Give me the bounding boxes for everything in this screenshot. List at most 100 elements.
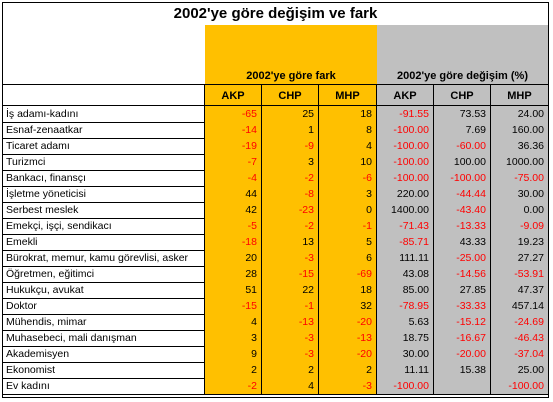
- row-label: Ekonomist: [3, 362, 205, 379]
- cell-degisim-chp: [434, 378, 491, 395]
- cell-degisim-akp: 85.00: [377, 282, 434, 299]
- cell-fark-chp: -3: [262, 346, 319, 363]
- cell-fark-akp: -2: [205, 378, 262, 395]
- cell-fark-chp: -2: [262, 218, 319, 235]
- col-header-fark-chp: CHP: [262, 84, 319, 106]
- cell-degisim-akp: -91.55: [377, 106, 434, 123]
- cell-degisim-mhp: 24.00: [491, 106, 548, 123]
- cell-fark-mhp: -20: [319, 314, 377, 331]
- row-label: İşletme yöneticisi: [3, 186, 205, 203]
- cell-fark-akp: 3: [205, 330, 262, 347]
- cell-fark-akp: 4: [205, 314, 262, 331]
- row-label: Emekçi, işçi, sendikacı: [3, 218, 205, 235]
- cell-degisim-chp: -60.00: [434, 138, 491, 155]
- cell-fark-akp: 9: [205, 346, 262, 363]
- cell-degisim-mhp: 30.00: [491, 186, 548, 203]
- cell-fark-akp: 51: [205, 282, 262, 299]
- cell-degisim-akp: -78.95: [377, 298, 434, 315]
- group-header-degisim: 2002'ye göre değişim (%): [396, 70, 528, 82]
- cell-degisim-mhp: 47.37: [491, 282, 548, 299]
- cell-degisim-akp: -85.71: [377, 234, 434, 251]
- table-row: Bürokrat, memur, kamu görevlisi, asker 20…: [3, 250, 548, 267]
- table-row: Doktor -15 -1 32 -78.95 -33.33 457.14: [3, 298, 548, 315]
- cell-degisim-akp: -100.00: [377, 138, 434, 155]
- cell-fark-chp: -2: [262, 170, 319, 187]
- cell-degisim-akp: 18.75: [377, 330, 434, 347]
- row-label: Hukukçu, avukat: [3, 282, 205, 299]
- cell-degisim-mhp: -75.00: [491, 170, 548, 187]
- header-blank-cell: [3, 25, 206, 106]
- cell-degisim-akp: -71.43: [377, 218, 434, 235]
- cell-fark-chp: -13: [262, 314, 319, 331]
- cell-fark-mhp: 18: [319, 106, 377, 123]
- cell-fark-akp: 28: [205, 266, 262, 283]
- cell-degisim-akp: -100.00: [377, 170, 434, 187]
- cell-degisim-chp: -43.40: [434, 202, 491, 219]
- cell-degisim-chp: -20.00: [434, 346, 491, 363]
- cell-fark-mhp: -20: [319, 346, 377, 363]
- cell-fark-chp: 1: [262, 122, 319, 139]
- cell-degisim-chp: -25.00: [434, 250, 491, 267]
- cell-degisim-mhp: 27.27: [491, 250, 548, 267]
- table-row: Ev kadını -2 4 -3 -100.00 -100.00: [3, 378, 548, 395]
- table-row: Akademisyen 9 -3 -20 30.00 -20.00 -37.04: [3, 346, 548, 363]
- row-label: Bankacı, finansçı: [3, 170, 205, 187]
- spreadsheet-table: 2002'ye göre değişim ve fark 2002'ye gör…: [2, 2, 549, 398]
- cell-fark-mhp: -6: [319, 170, 377, 187]
- cell-fark-akp: 20: [205, 250, 262, 267]
- cell-degisim-mhp: -100.00: [491, 378, 548, 395]
- cell-fark-akp: 2: [205, 362, 262, 379]
- cell-degisim-chp: 7.69: [434, 122, 491, 139]
- cell-fark-chp: 2: [262, 362, 319, 379]
- cell-degisim-akp: 11.11: [377, 362, 434, 379]
- cell-fark-chp: 13: [262, 234, 319, 251]
- cell-fark-akp: 44: [205, 186, 262, 203]
- cell-degisim-mhp: -46.43: [491, 330, 548, 347]
- cell-fark-mhp: 32: [319, 298, 377, 315]
- cell-fark-chp: -3: [262, 330, 319, 347]
- cell-degisim-mhp: 1000.00: [491, 154, 548, 171]
- cell-degisim-chp: 73.53: [434, 106, 491, 123]
- cell-fark-mhp: -1: [319, 218, 377, 235]
- row-label: Ticaret adamı: [3, 138, 205, 155]
- cell-fark-mhp: 8: [319, 122, 377, 139]
- cell-degisim-akp: -100.00: [377, 378, 434, 395]
- cell-fark-chp: 22: [262, 282, 319, 299]
- row-label: Doktor: [3, 298, 205, 315]
- cell-fark-mhp: 0: [319, 202, 377, 219]
- table-row: Emekçi, işçi, sendikacı -5 -2 -1 -71.43 -13.3…: [3, 218, 548, 235]
- cell-fark-mhp: -3: [319, 378, 377, 395]
- table-row: Hukukçu, avukat 51 22 18 85.00 27.85 47.37: [3, 282, 548, 299]
- cell-fark-chp: -3: [262, 250, 319, 267]
- col-header-degisim-akp: AKP: [377, 84, 434, 106]
- table-row: Bankacı, finansçı -4 -2 -6 -100.00 -100.00 -75…: [3, 170, 548, 187]
- cell-degisim-akp: 1400.00: [377, 202, 434, 219]
- label-column-header: [3, 84, 205, 106]
- cell-degisim-mhp: 0.00: [491, 202, 548, 219]
- cell-fark-akp: -5: [205, 218, 262, 235]
- cell-fark-mhp: 18: [319, 282, 377, 299]
- cell-degisim-mhp: 36.36: [491, 138, 548, 155]
- cell-fark-chp: -23: [262, 202, 319, 219]
- cell-degisim-mhp: 25.00: [491, 362, 548, 379]
- group-header-fark: 2002'ye göre fark: [246, 70, 336, 82]
- col-header-degisim-mhp: MHP: [491, 84, 548, 106]
- cell-fark-akp: -14: [205, 122, 262, 139]
- cell-degisim-mhp: -9.09: [491, 218, 548, 235]
- cell-degisim-chp: 27.85: [434, 282, 491, 299]
- cell-degisim-mhp: 160.00: [491, 122, 548, 139]
- cell-fark-chp: 3: [262, 154, 319, 171]
- table-row: Ekonomist 2 2 2 11.11 15.38 25.00: [3, 362, 548, 379]
- cell-degisim-chp: 100.00: [434, 154, 491, 171]
- cell-degisim-akp: -100.00: [377, 154, 434, 171]
- cell-fark-mhp: 2: [319, 362, 377, 379]
- cell-fark-akp: -19: [205, 138, 262, 155]
- cell-fark-chp: -15: [262, 266, 319, 283]
- table-row: Esnaf-zenaatkar -14 1 8 -100.00 7.69 160.00: [3, 122, 548, 139]
- cell-fark-akp: -18: [205, 234, 262, 251]
- cell-fark-chp: -8: [262, 186, 319, 203]
- cell-degisim-chp: -33.33: [434, 298, 491, 315]
- row-label: Esnaf-zenaatkar: [3, 122, 205, 139]
- cell-degisim-akp: 111.11: [377, 250, 434, 267]
- cell-degisim-akp: 5.63: [377, 314, 434, 331]
